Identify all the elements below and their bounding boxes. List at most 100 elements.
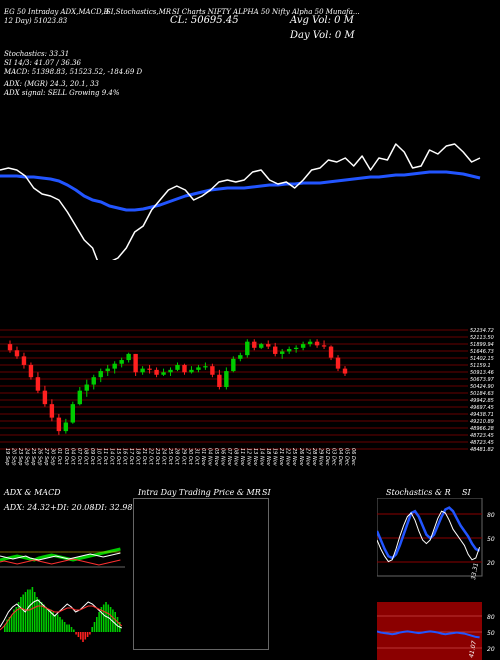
macd-histogram-bar — [70, 627, 73, 632]
macd-histogram-bar — [29, 589, 31, 632]
date-tick-label: 06 Dec — [350, 448, 356, 466]
macd-histogram-bar — [102, 604, 105, 632]
date-tick-label: 26 Sep — [37, 448, 43, 465]
macd-histogram-bar — [100, 607, 103, 632]
macd-histogram-bar — [112, 609, 114, 632]
macd-histogram-bar — [17, 602, 20, 632]
candle-body — [35, 377, 41, 391]
rsi-line — [377, 630, 480, 639]
macd-histogram-bar — [91, 627, 93, 632]
macd-histogram-bar — [6, 619, 8, 632]
price-ma-line-chart — [0, 143, 481, 260]
date-tick-label: 23 Oct — [154, 448, 160, 466]
candle-body — [21, 356, 27, 365]
adx-macd-title: ADX & MACD — [4, 488, 61, 497]
date-tick-label: 04 Nov — [206, 448, 212, 467]
intraday-title: Intra Day Trading Price & MR — [138, 488, 261, 497]
stochastics-value-label: 33.31 — [470, 562, 480, 580]
adx-macd-panel — [0, 547, 125, 642]
date-tick-label: 14 Nov — [259, 448, 265, 467]
stochastics-rsi-panel: 80 50 20 33.31 80 50 20 41.07 — [377, 498, 495, 660]
candle-body — [293, 347, 299, 350]
date-tick-label: 12 Nov — [246, 448, 252, 467]
date-tick-label: 16 Oct — [122, 448, 128, 466]
macd-histogram-bar — [31, 587, 34, 632]
candle-body — [147, 368, 152, 370]
date-tick-label: 20 Sep — [11, 448, 17, 465]
candle-body — [84, 384, 89, 391]
header-col4-line1: Nifty Alpha 50 Munafa... — [272, 8, 360, 16]
adx-lines — [0, 547, 121, 566]
price-tick-label: 50913.46 — [470, 370, 494, 376]
candle-body — [98, 371, 103, 378]
date-tick-label: 25 Sep — [30, 448, 36, 465]
candle-body — [273, 346, 278, 354]
candle-body — [266, 344, 271, 347]
macd-histogram-bar — [40, 602, 43, 632]
price-tick-label: 48966.28 — [470, 426, 494, 432]
price-tick-label: 51646.73 — [470, 349, 494, 355]
date-tick-label: 25 Oct — [167, 448, 173, 466]
header-col1-line1: EG 50 Intraday ADX,MACD,B — [4, 8, 109, 16]
price-axis: 52234.7252113.5051899.9451646.7351402.15… — [470, 328, 495, 453]
rsi-tick-50: 50 — [487, 630, 495, 637]
date-tick-label: 03 Dec — [330, 448, 336, 466]
price-tick-label: 51159.1 — [470, 363, 491, 369]
macd-signal-line — [0, 605, 123, 631]
candle-body — [14, 350, 20, 357]
stoch-tick-50: 50 — [487, 536, 495, 543]
date-tick-label: 08 Nov — [232, 448, 238, 467]
macd-histogram-bar — [47, 609, 50, 632]
date-tick-label: 29 Oct — [180, 448, 186, 466]
candle-body — [335, 357, 341, 369]
date-tick-label: 06 Nov — [219, 448, 225, 467]
candle-body — [42, 390, 48, 405]
price-tick-label: 48723.45 — [470, 440, 494, 446]
macd-histogram-bar — [15, 607, 18, 632]
date-tick-label: 25 Nov — [291, 448, 297, 467]
macd-histogram-bar — [79, 632, 82, 640]
candle-body — [314, 341, 320, 346]
macd-histogram-bar — [10, 614, 13, 632]
date-tick-label: 04 Oct — [69, 448, 75, 466]
adx-readout: ADX: (MGR) 24.3, 20.1, 33 — [4, 80, 99, 88]
macd-histogram-bar — [20, 597, 22, 632]
date-tick-label: 18 Oct — [135, 448, 141, 466]
price-tick-label: 49942.85 — [470, 398, 494, 404]
candlestick-chart: 52234.7252113.5051899.9451646.7351402.15… — [0, 328, 495, 467]
adx-signal-readout: ADX signal: SELL Growing 9.4% — [4, 89, 120, 97]
candle-body — [238, 355, 243, 359]
macd-histogram-bar — [27, 589, 29, 632]
date-tick-label: 24 Sep — [24, 448, 30, 465]
plus-di-value: +DI: 20.08 — [50, 503, 95, 512]
macd-histogram-bar — [82, 632, 84, 642]
date-tick-label: 30 Sep — [50, 448, 56, 465]
price-tick-label: 48723.45 — [470, 433, 494, 439]
date-tick-label: 05 Nov — [213, 448, 219, 467]
date-tick-label: 02 Dec — [324, 448, 330, 466]
candle-body — [203, 366, 208, 368]
date-tick-label: 22 Oct — [148, 448, 154, 466]
header-col1-line2: 12 Day) 51023.83 — [4, 17, 68, 25]
date-tick-label: 04 Dec — [337, 448, 343, 466]
price-tick-label: 51402.15 — [470, 356, 494, 362]
date-tick-label: 01 Nov — [200, 448, 206, 467]
candle-body — [105, 368, 110, 372]
macd-histogram-bar — [54, 614, 57, 632]
header-col3-line1: SI Charts NIFTY ALPHA 50 — [172, 8, 270, 16]
candle-body — [328, 346, 334, 358]
stochastics-d-line — [377, 510, 481, 563]
price-tick-label: 50424.90 — [470, 384, 494, 390]
candle-body — [300, 344, 306, 348]
adx-minus-di-line — [0, 558, 121, 566]
date-tick-label: 05 Dec — [343, 448, 349, 466]
date-tick-label: 14 Oct — [108, 448, 114, 466]
macd-histogram-bar — [4, 624, 6, 632]
date-tick-label: 28 Oct — [174, 448, 180, 466]
chart-header: EG 50 Intraday ADX,MACD,B 12 Day) 51023.… — [0, 0, 500, 112]
macd-histogram-bar — [63, 622, 66, 632]
candle-body — [182, 364, 187, 373]
macd-readout: MACD: 51398.83, 51523.52, -184.69 D — [4, 68, 143, 76]
date-tick-label: 29 Nov — [317, 448, 323, 467]
adx-value: ADX: 24.32 — [4, 503, 51, 512]
